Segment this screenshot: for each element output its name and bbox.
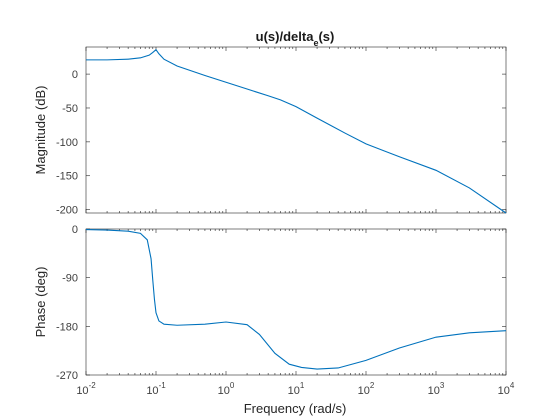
magnitude-axes-frame [85, 46, 507, 214]
y-tick-label: -270 [56, 370, 78, 382]
magnitude-ticks: 0 -50 -100 -150 -200 [56, 47, 507, 217]
x-tick-label: 102 [358, 381, 375, 397]
chart-title: u(s)/deltae(s) [256, 29, 335, 48]
y-tick-label: -50 [62, 103, 78, 115]
phase-series [85, 228, 507, 370]
y-tick-label: 0 [72, 69, 78, 81]
frequency-xlabel: Frequency (rad/s) [244, 401, 347, 416]
x-tick-label: 10-2 [76, 381, 96, 397]
y-tick-label: -200 [56, 205, 78, 217]
title-tail: (s) [318, 29, 334, 44]
magnitude-series [86, 48, 507, 214]
phase-axes-frame [85, 228, 507, 376]
magnitude-ylabel: Magnitude (dB) [33, 86, 48, 175]
x-tick-label: 103 [428, 381, 445, 397]
phase-ylabel: Phase (deg) [33, 267, 48, 338]
x-tick-label: 10-1 [146, 381, 166, 397]
magnitude-panel: 0 -50 -100 -150 -200 Magnitude (dB) [33, 46, 507, 217]
x-tick-label: 101 [288, 381, 305, 397]
y-tick-label: -90 [62, 273, 78, 285]
x-tick-label: 100 [218, 381, 235, 397]
series-line [86, 48, 507, 214]
title-subscript: e [313, 38, 318, 48]
y-tick-label: -150 [56, 171, 78, 183]
title-main: u(s)/delta [256, 29, 315, 44]
y-tick-label: -180 [56, 321, 78, 333]
y-tick-label: -100 [56, 137, 78, 149]
y-tick-label: 0 [72, 224, 78, 236]
x-tick-label: 104 [498, 381, 515, 397]
series-line [85, 228, 507, 370]
